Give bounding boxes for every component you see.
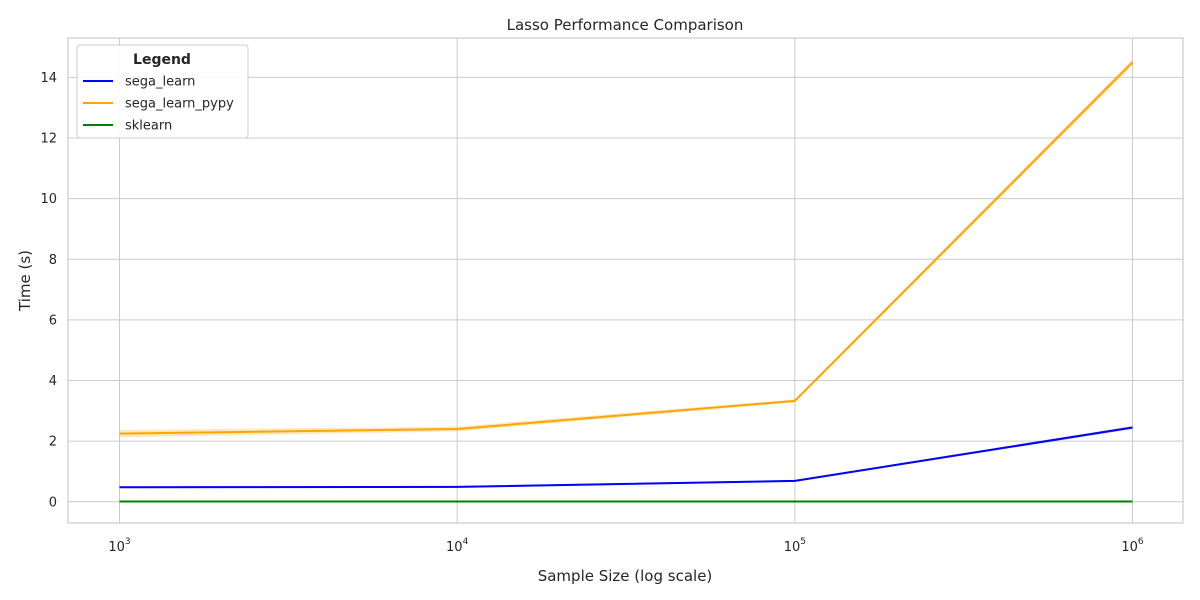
y-axis-ticks: 0 2 4 6 8 10 12 14 (40, 71, 57, 510)
x-tick-label: 103 (108, 537, 130, 555)
y-tick-label: 4 (49, 374, 57, 389)
y-tick-label: 10 (40, 192, 57, 207)
x-tick-label: 104 (446, 537, 469, 555)
series-line-sega_learn (119, 426, 1133, 489)
x-tick-base: 10 (784, 540, 801, 555)
y-tick-label: 8 (49, 253, 57, 268)
x-axis-ticks: 103 104 105 106 (108, 537, 1144, 555)
y-tick-label: 0 (49, 495, 57, 510)
legend-label: sklearn (125, 119, 172, 134)
series-lines (119, 61, 1134, 503)
legend-label: sega_learn_pypy (125, 97, 234, 112)
legend-box (76, 44, 249, 139)
x-tick-base: 10 (1121, 540, 1138, 555)
legend-label: sega_learn (125, 75, 195, 90)
x-tick-exponent: 6 (1138, 537, 1144, 547)
x-tick-base: 10 (108, 540, 125, 555)
y-tick-label: 12 (40, 132, 57, 147)
x-axis-label: Sample Size (log scale) (538, 567, 713, 585)
plot-area-frame (67, 37, 1184, 524)
x-tick-exponent: 5 (800, 537, 806, 547)
y-tick-label: 2 (49, 435, 57, 450)
x-tick-base: 10 (446, 540, 463, 555)
y-tick-label: 14 (40, 71, 57, 86)
x-tick-exponent: 4 (463, 537, 469, 547)
y-tick-label: 6 (49, 313, 57, 328)
x-tick-label: 105 (784, 537, 806, 555)
x-tick-label: 106 (1121, 537, 1144, 555)
series-line-sega_learn_pypy (119, 61, 1134, 435)
legend-title: Legend (133, 52, 191, 68)
x-tick-exponent: 3 (125, 537, 131, 547)
y-axis-label: Time (s) (16, 250, 34, 312)
chart-title: Lasso Performance Comparison (507, 16, 744, 34)
